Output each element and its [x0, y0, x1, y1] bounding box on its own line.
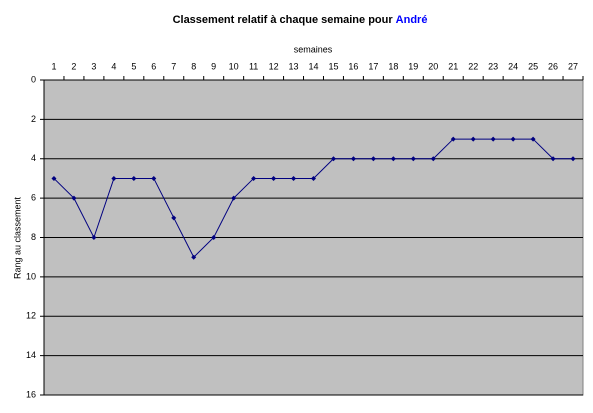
data-point	[231, 195, 237, 201]
data-point	[131, 175, 137, 181]
data-point	[251, 175, 257, 181]
data-point	[171, 215, 177, 221]
data-point	[330, 156, 336, 162]
data-point	[490, 136, 496, 142]
title-highlight: André	[396, 14, 428, 26]
x-tick-label: 1	[51, 61, 56, 71]
x-tick-label: 26	[548, 61, 558, 71]
x-tick-label: 14	[308, 61, 318, 71]
x-tick-label: 11	[249, 61, 258, 71]
x-tick-label: 13	[289, 61, 299, 71]
data-point	[51, 175, 57, 181]
title-text: Classement relatif à chaque semaine pour	[173, 14, 394, 26]
x-tick-label: 9	[211, 61, 216, 71]
x-tick-label: 17	[368, 61, 378, 71]
data-point	[211, 235, 217, 240]
y-tick-label: 4	[31, 153, 36, 163]
chart-title: Classement relatif à chaque semaine pour…	[173, 14, 428, 26]
x-tick-label: 21	[448, 61, 458, 71]
x-tick-label: 16	[348, 61, 358, 71]
y-tick-label: 0	[31, 74, 36, 84]
x-tick-label: 27	[568, 61, 578, 71]
x-tick-label: 24	[508, 61, 518, 71]
data-point	[390, 156, 396, 162]
x-tick-label: 10	[229, 61, 239, 71]
x-tick-label: 18	[388, 61, 398, 71]
data-point	[370, 156, 376, 162]
data-point	[111, 175, 117, 181]
x-tick-label: 5	[131, 61, 136, 71]
data-point	[450, 136, 456, 142]
x-axis-label: semaines	[294, 44, 333, 54]
x-tick-label: 3	[91, 61, 96, 71]
x-tick-label: 8	[191, 61, 196, 71]
data-point	[570, 156, 576, 162]
x-tick-label: 2	[71, 61, 76, 71]
y-tick-label: 2	[31, 114, 36, 124]
x-tick-label: 19	[408, 61, 418, 71]
x-tick-label: 7	[171, 61, 176, 71]
x-tick-label: 25	[528, 61, 538, 71]
data-point	[470, 136, 476, 142]
data-point	[550, 156, 556, 162]
data-point	[311, 175, 316, 181]
x-tick-label: 6	[151, 61, 156, 71]
y-tick-label: 12	[26, 311, 36, 321]
data-point	[271, 175, 277, 181]
y-tick-label: 14	[26, 350, 36, 360]
y-axis-label: Rang au classement	[12, 196, 22, 279]
data-point	[530, 136, 536, 142]
y-tick-label: 16	[26, 389, 36, 399]
data-point	[410, 156, 416, 162]
x-tick-label: 12	[269, 61, 279, 71]
y-tick-label: 6	[31, 193, 36, 203]
x-tick-label: 22	[468, 61, 478, 71]
data-point	[510, 136, 516, 142]
data-point	[91, 235, 97, 240]
x-tick-label: 23	[488, 61, 498, 71]
x-tick-label: 20	[428, 61, 438, 71]
data-point	[430, 156, 436, 162]
data-point	[71, 195, 77, 201]
data-point	[191, 254, 197, 260]
data-point	[350, 156, 356, 162]
y-tick-label: 8	[31, 232, 36, 242]
data-point	[151, 175, 157, 181]
y-tick-label: 10	[26, 271, 36, 281]
x-tick-label: 15	[328, 61, 338, 71]
x-tick-label: 4	[111, 61, 116, 71]
data-point	[291, 175, 297, 181]
